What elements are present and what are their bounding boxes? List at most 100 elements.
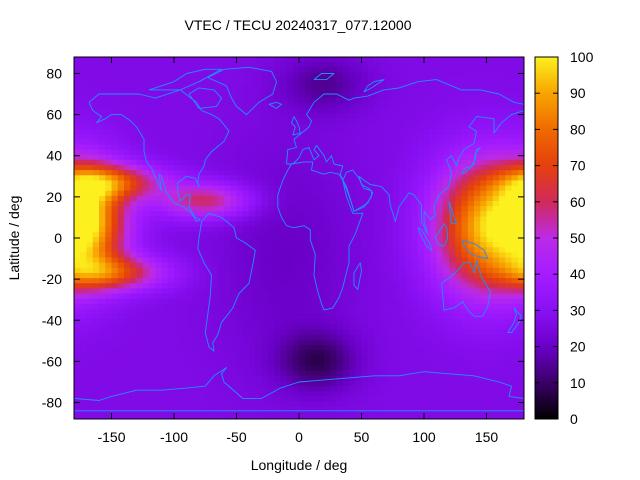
heatmap-cell bbox=[286, 380, 294, 387]
heatmap-cell bbox=[161, 200, 169, 207]
heatmap-cell bbox=[267, 92, 275, 99]
heatmap-cell bbox=[492, 149, 500, 156]
heatmap-cell bbox=[86, 231, 94, 238]
heatmap-cell bbox=[511, 278, 519, 284]
heatmap-cell bbox=[236, 319, 244, 325]
heatmap-cell bbox=[205, 380, 213, 387]
heatmap-cell bbox=[155, 103, 163, 110]
heatmap-cell bbox=[461, 267, 469, 274]
heatmap-cell bbox=[249, 370, 256, 377]
heatmap-cell bbox=[367, 360, 375, 367]
heatmap-cell bbox=[380, 370, 388, 377]
heatmap-cell bbox=[399, 77, 406, 84]
heatmap-cell bbox=[280, 242, 288, 248]
heatmap-cell bbox=[305, 339, 313, 346]
heatmap-cell bbox=[149, 406, 156, 413]
heatmap-cell bbox=[467, 370, 475, 377]
heatmap-cell bbox=[124, 128, 131, 135]
heatmap-cell bbox=[130, 82, 138, 89]
heatmap-cell bbox=[417, 272, 425, 279]
heatmap-cell bbox=[461, 211, 469, 217]
heatmap-cell bbox=[180, 262, 188, 269]
heatmap-cell bbox=[342, 87, 350, 94]
heatmap-cell bbox=[436, 314, 444, 320]
heatmap-cell bbox=[467, 242, 475, 248]
heatmap-cell bbox=[380, 365, 388, 372]
heatmap-cell bbox=[117, 370, 125, 377]
heatmap-cell bbox=[286, 57, 294, 63]
heatmap-cell bbox=[186, 411, 194, 418]
heatmap-cell bbox=[386, 319, 394, 325]
heatmap-cell bbox=[155, 113, 163, 120]
heatmap-cell bbox=[349, 252, 356, 259]
heatmap-cell bbox=[511, 139, 519, 146]
heatmap-cell bbox=[274, 82, 281, 89]
heatmap-cell bbox=[286, 134, 294, 140]
heatmap-cell bbox=[492, 365, 500, 372]
heatmap-cell bbox=[467, 190, 475, 197]
heatmap-cell bbox=[205, 72, 213, 79]
heatmap-cell bbox=[186, 134, 194, 140]
heatmap-cell bbox=[155, 82, 163, 89]
heatmap-cell bbox=[511, 365, 519, 372]
heatmap-cell bbox=[105, 180, 113, 187]
heatmap-cell bbox=[255, 283, 263, 289]
heatmap-cell bbox=[230, 72, 238, 79]
heatmap-cell bbox=[355, 308, 363, 315]
heatmap-cell bbox=[417, 180, 425, 187]
heatmap-cell bbox=[236, 267, 244, 274]
heatmap-cell bbox=[374, 149, 381, 156]
heatmap-cell bbox=[380, 113, 388, 120]
heatmap-cell bbox=[136, 406, 144, 413]
heatmap-cell bbox=[267, 257, 275, 264]
heatmap-cell bbox=[461, 118, 469, 125]
heatmap-cell bbox=[242, 319, 250, 325]
heatmap-cell bbox=[411, 190, 419, 197]
heatmap-cell bbox=[174, 92, 181, 99]
heatmap-cell bbox=[449, 195, 456, 202]
heatmap-cell bbox=[211, 283, 219, 289]
heatmap-cell bbox=[224, 324, 231, 331]
heatmap-cell bbox=[342, 375, 350, 382]
heatmap-cell bbox=[455, 190, 463, 197]
heatmap-cell bbox=[467, 226, 475, 233]
heatmap-cell bbox=[211, 175, 219, 182]
heatmap-cell bbox=[492, 98, 500, 104]
heatmap-cell bbox=[236, 303, 244, 310]
heatmap-cell bbox=[124, 386, 131, 392]
heatmap-cell bbox=[386, 206, 394, 212]
heatmap-cell bbox=[411, 339, 419, 346]
heatmap-cell bbox=[130, 139, 138, 146]
heatmap-cell bbox=[230, 355, 238, 361]
heatmap-cell bbox=[267, 314, 275, 320]
heatmap-cell bbox=[242, 149, 250, 156]
heatmap-cell bbox=[342, 288, 350, 295]
heatmap-cell bbox=[361, 180, 369, 187]
heatmap-cell bbox=[336, 339, 344, 346]
heatmap-cell bbox=[349, 221, 356, 228]
heatmap-cell bbox=[74, 92, 81, 99]
heatmap-cell bbox=[467, 128, 475, 135]
heatmap-cell bbox=[99, 380, 106, 387]
heatmap-cell bbox=[117, 134, 125, 140]
heatmap-cell bbox=[149, 144, 156, 151]
heatmap-cell bbox=[499, 406, 506, 413]
heatmap-cell bbox=[230, 344, 238, 351]
heatmap-cell bbox=[411, 128, 419, 135]
heatmap-cell bbox=[205, 324, 213, 331]
heatmap-cell bbox=[311, 350, 319, 356]
heatmap-cell bbox=[280, 319, 288, 325]
heatmap-cell bbox=[517, 57, 524, 63]
heatmap-cell bbox=[192, 154, 200, 161]
heatmap-cell bbox=[305, 324, 313, 331]
heatmap-cell bbox=[211, 298, 219, 305]
heatmap-cell bbox=[230, 365, 238, 372]
heatmap-cell bbox=[236, 339, 244, 346]
heatmap-cell bbox=[317, 319, 325, 325]
heatmap-cell bbox=[430, 262, 438, 269]
heatmap-cell bbox=[130, 134, 138, 140]
heatmap-cell bbox=[386, 339, 394, 346]
heatmap-cell bbox=[499, 344, 506, 351]
heatmap-cell bbox=[355, 82, 363, 89]
heatmap-cell bbox=[224, 350, 231, 356]
